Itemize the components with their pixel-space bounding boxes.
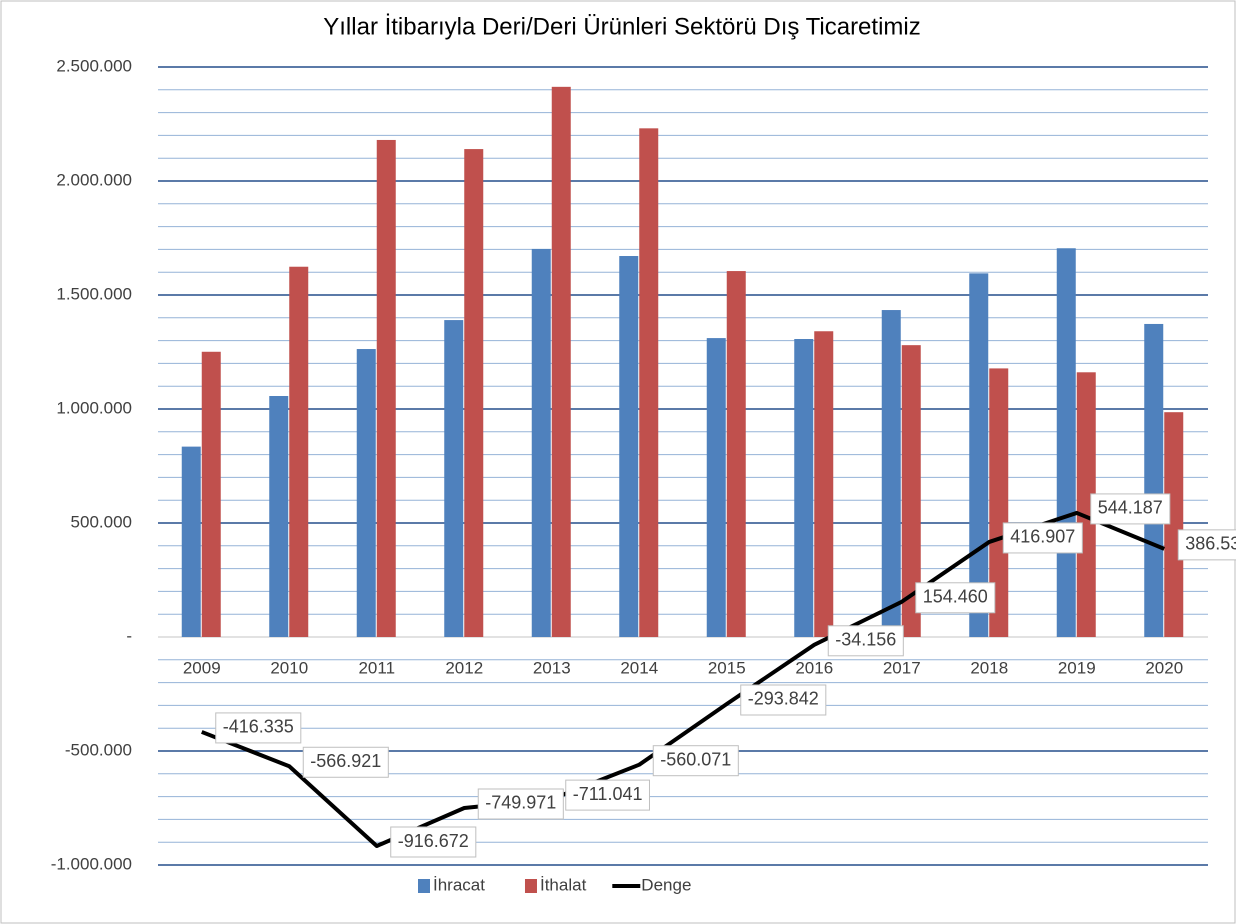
chart-title: Yıllar İtibarıyla Deri/Deri Ürünleri Sek… [323,13,920,40]
data-label-text: -560.071 [660,749,731,769]
grid: -1.000.000-500.000-500.0001.000.0001.500… [51,56,1208,873]
legend-label: İthalat [540,875,587,894]
data-label-box [1090,493,1171,525]
bar [619,256,639,637]
x-tick-label: 2015 [708,658,746,677]
bar [356,349,376,637]
x-tick-label: 2011 [358,658,395,677]
data-label-box [1177,529,1236,561]
bar [531,248,551,637]
bar [881,310,901,637]
y-tick-label: - [126,626,132,645]
legend-label: İhracat [433,875,485,894]
bar [901,345,921,637]
data-label-text: 416.907 [1010,527,1075,547]
data-label-box [215,712,302,744]
data-label-text: -293.842 [748,689,819,709]
x-tick-label: 2019 [1058,658,1096,677]
data-label: -34.156 [827,625,904,657]
y-tick-label: -1.000.000 [51,854,132,873]
bars [181,86,1184,637]
data-label-text: 154.460 [923,587,988,607]
bar [289,266,309,637]
y-tick-label: 500.000 [71,512,132,531]
data-label: -749.971 [477,788,564,820]
data-label: -416.335 [215,712,302,744]
y-tick-label: 2.000.000 [56,170,132,189]
data-label-box [477,788,564,820]
bar [794,339,814,637]
legend: İhracat İthalat Denge [418,875,691,894]
data-label: -293.842 [740,684,827,716]
bar [444,320,464,637]
bar [464,149,484,637]
data-label-box [915,582,996,614]
bar [1144,323,1164,637]
bar [639,128,659,637]
data-label-box [827,625,904,657]
data-label-text: 544.187 [1098,498,1163,518]
data-label: 154.460 [915,582,996,614]
x-tick-label: 2010 [270,658,308,677]
x-tick-label: 2012 [445,658,483,677]
data-label-text: -749.971 [485,793,556,813]
data-label-text: 386.537 [1185,534,1236,554]
data-label: 544.187 [1090,493,1171,525]
data-label: -566.921 [302,746,389,778]
data-label-box [740,684,827,716]
data-label: 416.907 [1002,522,1083,554]
x-tick-label: 2013 [533,658,571,677]
bar [376,139,396,637]
data-label: -711.041 [565,779,650,811]
bar [1164,412,1184,637]
bar [989,368,1009,637]
x-tick-label: 2020 [1145,658,1183,677]
bar [814,331,834,637]
y-tick-label: 1.500.000 [56,284,132,303]
bar [1056,248,1076,637]
data-label-box [652,745,739,777]
x-tick-label: 2009 [183,658,221,677]
legend-label: Denge [641,875,691,894]
data-label-text: -916.672 [398,831,469,851]
legend-swatch [418,879,430,893]
bar [201,351,221,637]
x-tick-label: 2016 [795,658,833,677]
x-tick-label: 2018 [970,658,1008,677]
data-label-box [565,779,650,811]
data-label-text: -711.041 [573,784,643,804]
data-label: -916.672 [390,826,477,858]
labels: 2009 2010 2011 2012 2013 2014 2015 2016 2017 2018… [183,493,1236,858]
data-label-text: -416.335 [223,717,294,737]
data-label: 386.537 [1177,529,1236,561]
bar [1076,372,1096,637]
bar [269,396,289,637]
data-label-text: -566.921 [310,751,381,771]
y-tick-label: 1.000.000 [56,398,132,417]
x-tick-label: 2014 [620,658,658,677]
data-label-box [390,826,477,858]
y-tick-label: 2.500.000 [56,56,132,75]
data-label-text: -34.156 [835,630,896,650]
bar [726,271,746,637]
bar [706,338,726,637]
legend-swatch [524,879,537,893]
data-label: -560.071 [652,745,739,777]
bar [181,446,201,637]
data-label-box [1002,522,1083,554]
y-tick-label: -500.000 [65,740,132,759]
x-tick-label: 2017 [883,658,921,677]
data-label-box [302,746,389,778]
bar [551,86,571,637]
